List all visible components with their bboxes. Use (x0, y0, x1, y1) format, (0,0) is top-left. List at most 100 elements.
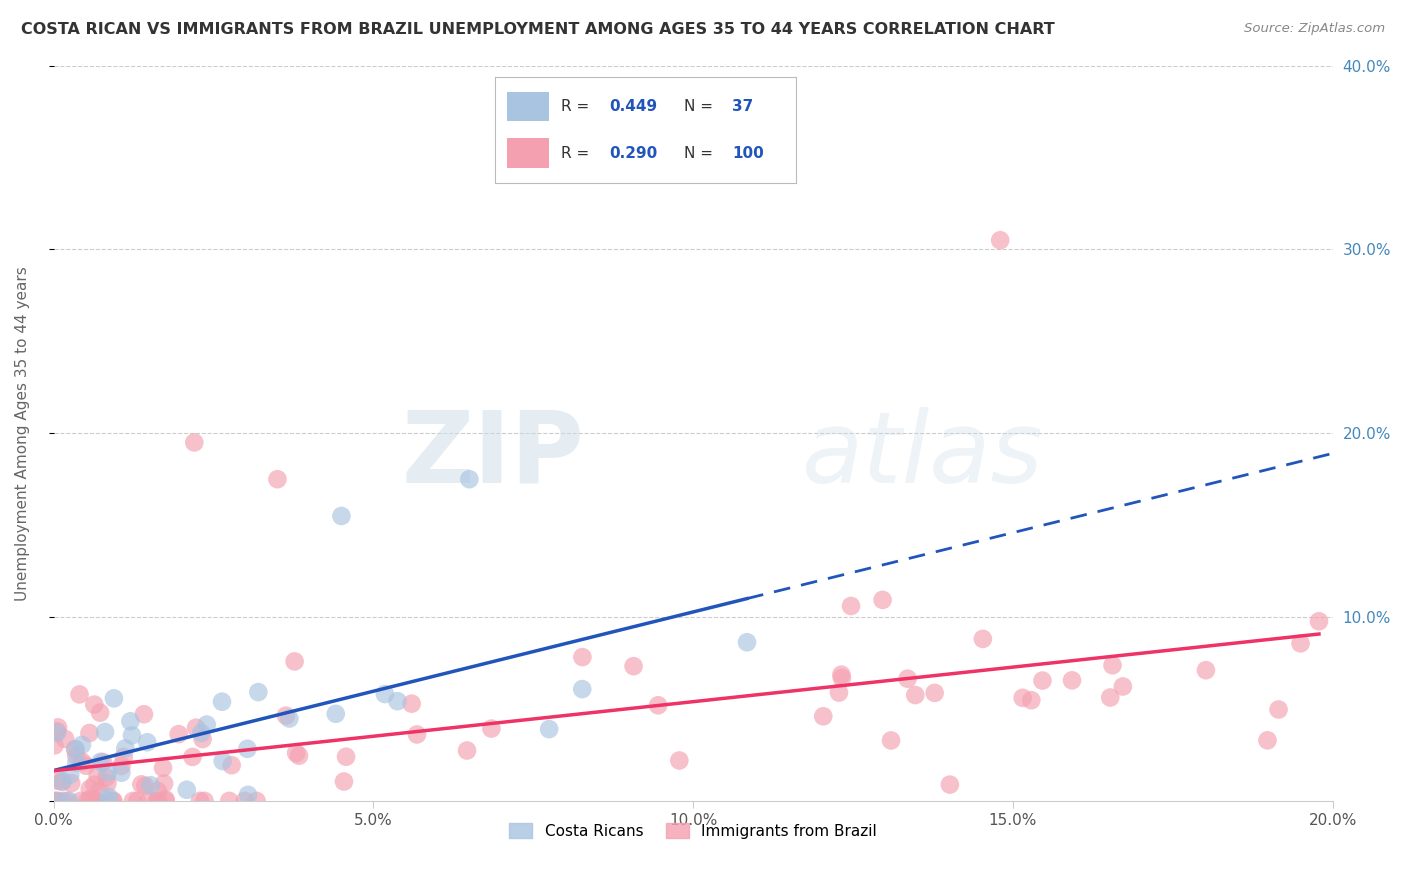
Point (110, 765, 132, 780)
Point (647, 698, 669, 713)
Point (183, 435, 205, 450)
Point (839, 599, 862, 613)
Point (51, 774, 73, 789)
Point (79, 726, 101, 740)
Point (83, 778, 105, 792)
Point (76, 794, 98, 808)
Text: COSTA RICAN VS IMMIGRANTS FROM BRAZIL UNEMPLOYMENT AMONG AGES 35 TO 44 YEARS COR: COSTA RICAN VS IMMIGRANTS FROM BRAZIL UN… (21, 22, 1054, 37)
Point (195, 717, 218, 731)
Point (538, 722, 561, 736)
Point (45, 726, 67, 740)
Point (571, 650, 593, 665)
Point (456, 743, 478, 757)
Point (236, 741, 259, 756)
Point (53, 731, 76, 746)
Point (103, 794, 125, 808)
Point (266, 472, 288, 486)
Point (114, 741, 136, 756)
Legend: Costa Ricans, Immigrants from Brazil: Costa Ricans, Immigrants from Brazil (503, 816, 883, 845)
Point (193, 794, 215, 808)
Point (56, 794, 79, 808)
Point (146, 784, 169, 798)
Point (1289, 636, 1312, 650)
Point (1031, 673, 1053, 688)
Point (86, 768, 108, 782)
Text: atlas: atlas (801, 407, 1043, 504)
Point (218, 794, 240, 808)
Point (45, 773, 67, 788)
Point (139, 778, 162, 792)
Point (70, 738, 93, 752)
Point (83, 698, 105, 712)
Point (830, 667, 852, 681)
Point (1099, 690, 1122, 705)
Point (571, 682, 593, 697)
Point (191, 732, 214, 747)
Point (1021, 693, 1043, 707)
Point (333, 774, 356, 789)
Point (831, 671, 853, 685)
Point (233, 794, 256, 808)
Point (406, 727, 429, 741)
Point (924, 686, 946, 700)
Point (988, 233, 1011, 247)
Point (91, 755, 114, 769)
Point (155, 792, 177, 806)
Point (122, 794, 145, 808)
Point (45, 794, 67, 808)
Point (904, 688, 927, 702)
Point (735, 635, 758, 649)
Point (52, 794, 75, 808)
Point (46, 724, 69, 739)
Point (330, 508, 353, 523)
Point (134, 779, 156, 793)
Point (84, 794, 107, 808)
Point (188, 794, 211, 808)
Y-axis label: Unemployment Among Ages 35 to 44 years: Unemployment Among Ages 35 to 44 years (15, 266, 30, 600)
Point (65, 742, 87, 756)
Point (285, 746, 308, 760)
Point (69, 794, 91, 808)
Point (101, 794, 124, 808)
Point (65, 756, 87, 770)
Point (136, 735, 159, 749)
Point (127, 794, 149, 808)
Point (121, 728, 143, 742)
Point (335, 749, 357, 764)
Point (69, 687, 91, 701)
Point (221, 758, 243, 772)
Point (176, 782, 198, 797)
Point (44, 739, 66, 753)
Point (813, 709, 835, 723)
Point (897, 672, 920, 686)
Point (83, 794, 105, 808)
Point (75, 758, 97, 772)
Point (145, 794, 167, 808)
Point (325, 706, 347, 721)
Point (58, 794, 80, 808)
Point (374, 687, 396, 701)
Point (387, 694, 409, 708)
Point (132, 707, 155, 722)
Point (828, 685, 851, 699)
Point (94, 725, 117, 739)
Point (211, 754, 233, 768)
Point (181, 750, 204, 764)
Point (458, 472, 481, 486)
Point (152, 761, 174, 775)
Text: ZIP: ZIP (402, 407, 585, 504)
Point (274, 708, 297, 723)
Point (89, 784, 111, 798)
Point (401, 697, 423, 711)
Point (668, 754, 690, 768)
Point (1308, 614, 1330, 628)
Point (97, 794, 120, 808)
Point (872, 592, 894, 607)
Point (96, 776, 118, 790)
Point (190, 726, 212, 740)
Point (84, 794, 107, 808)
Point (146, 794, 169, 808)
Point (46, 720, 69, 734)
Point (939, 778, 962, 792)
Point (972, 632, 994, 646)
